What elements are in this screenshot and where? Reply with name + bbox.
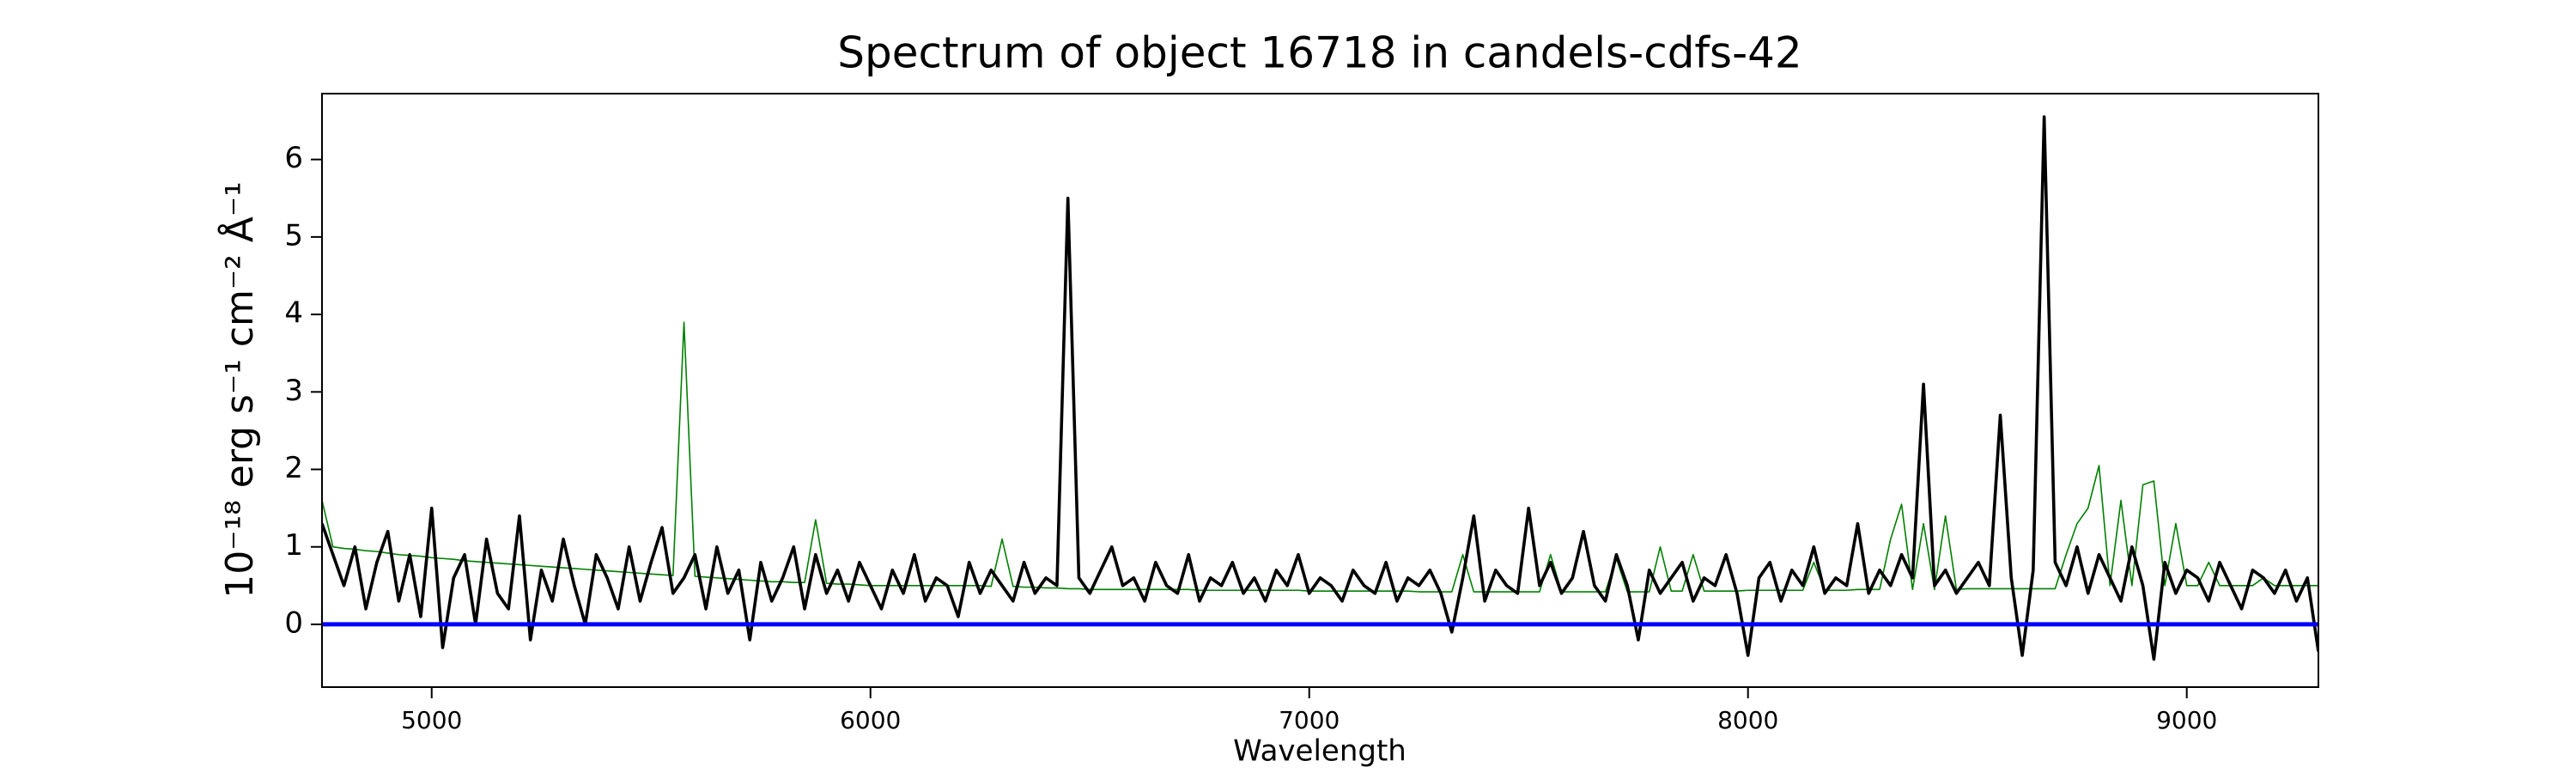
y-axis-label: 10⁻¹⁸ erg s⁻¹ cm⁻² Å⁻¹ xyxy=(216,181,262,598)
spectrum-line xyxy=(322,115,2318,661)
x-tick-label: 8000 xyxy=(1717,706,1778,734)
plot-frame xyxy=(321,93,2319,688)
y-tick-label: 1 xyxy=(284,528,303,563)
x-tick-label: 5000 xyxy=(401,706,462,734)
y-tick-label: 5 xyxy=(284,218,303,253)
x-tick-label: 7000 xyxy=(1279,706,1340,734)
x-tick-label: 6000 xyxy=(840,706,901,734)
x-tick-label: 9000 xyxy=(2156,706,2217,734)
spectrum-line xyxy=(322,321,2318,593)
x-axis-label: Wavelength xyxy=(1233,734,1406,769)
y-tick-label: 6 xyxy=(284,141,303,175)
y-tick-label: 2 xyxy=(284,451,303,485)
y-tick-label: 0 xyxy=(284,606,303,640)
y-tick-label: 4 xyxy=(284,296,303,331)
chart-title: Spectrum of object 16718 in candels-cdfs… xyxy=(837,28,1802,78)
y-tick-label: 3 xyxy=(284,374,303,408)
